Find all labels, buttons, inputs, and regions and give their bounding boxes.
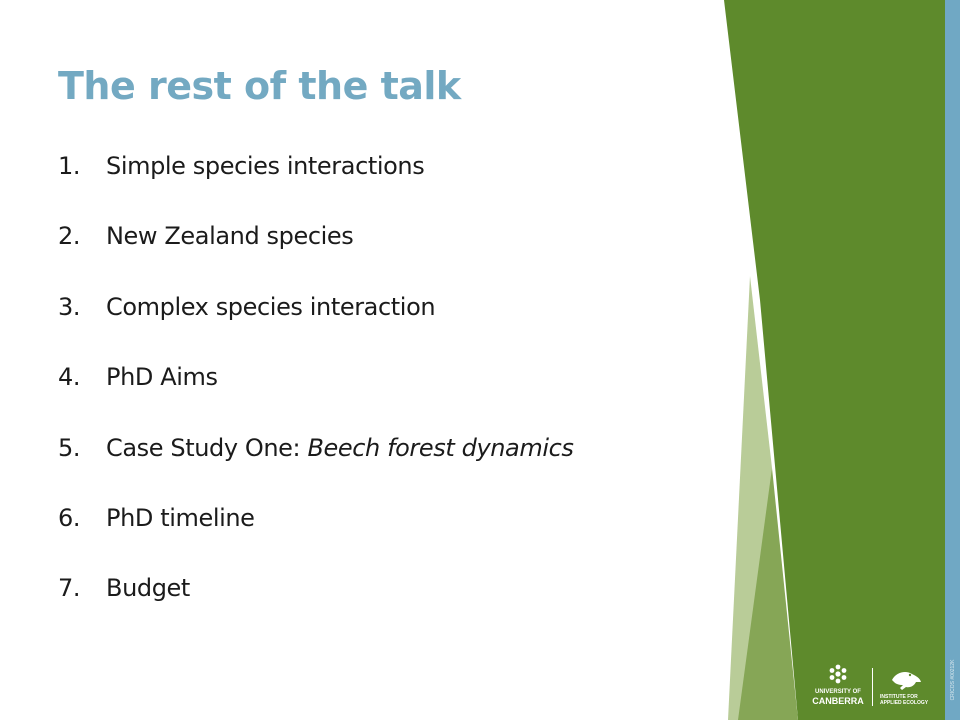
university-logo: UNIVERSITY OF CANBERRA bbox=[808, 662, 868, 708]
university-name-line1: UNIVERSITY OF bbox=[815, 689, 861, 695]
agenda-list: 1. Simple species interactions 2. New Ze… bbox=[58, 147, 574, 640]
item-text: PhD Aims bbox=[106, 363, 218, 392]
item-number: 3. bbox=[58, 292, 81, 321]
item-number: 2. bbox=[58, 222, 81, 251]
pale-triangle-accent bbox=[728, 276, 772, 720]
item-text: PhD timeline bbox=[106, 503, 255, 532]
list-item: 6. PhD timeline bbox=[58, 499, 574, 569]
logo-divider bbox=[872, 668, 873, 706]
institute-name-line1: INSTITUTE FOR bbox=[880, 694, 918, 700]
item-number: 5. bbox=[58, 433, 81, 462]
institute-name: INSTITUTE FOR APPLIED ECOLOGY bbox=[880, 694, 936, 706]
item-text: New Zealand species bbox=[106, 222, 354, 251]
list-item: 3. Complex species interaction bbox=[58, 288, 574, 358]
list-item: 2. New Zealand species bbox=[58, 217, 574, 287]
slide-title: The rest of the talk bbox=[58, 64, 461, 108]
list-item: 7. Budget bbox=[58, 569, 574, 639]
item-number: 1. bbox=[58, 152, 81, 180]
green-panel bbox=[724, 0, 945, 720]
item-number: 4. bbox=[58, 363, 81, 392]
frog-icon bbox=[892, 672, 921, 690]
list-item: 4. PhD Aims bbox=[58, 358, 574, 428]
list-item: 5. Case Study One: Beech forest dynamics bbox=[58, 429, 574, 499]
item-number: 7. bbox=[58, 574, 81, 603]
cricos-code-text: CRICOS #00212K bbox=[949, 659, 956, 701]
item-text: Budget bbox=[106, 574, 190, 603]
item-text: Case Study One: bbox=[106, 433, 308, 462]
light-triangle-accent bbox=[738, 468, 798, 720]
institution-logos: UNIVERSITY OF CANBERRA INSTITUTE FOR APP… bbox=[808, 662, 936, 708]
item-number: 6. bbox=[58, 503, 81, 532]
item-text: Simple species interactions bbox=[106, 152, 425, 180]
list-item: 1. Simple species interactions bbox=[58, 147, 574, 217]
cricos-code: CRICOS #00212K bbox=[945, 650, 960, 710]
institute-name-line2: APPLIED ECOLOGY bbox=[880, 700, 929, 706]
blue-edge-stripe bbox=[945, 0, 960, 720]
university-name-line2: CANBERRA bbox=[812, 696, 864, 706]
snowflake-icon bbox=[829, 664, 847, 684]
item-text: Complex species interaction bbox=[106, 292, 436, 321]
item-italic-text: Beech forest dynamics bbox=[307, 433, 574, 462]
